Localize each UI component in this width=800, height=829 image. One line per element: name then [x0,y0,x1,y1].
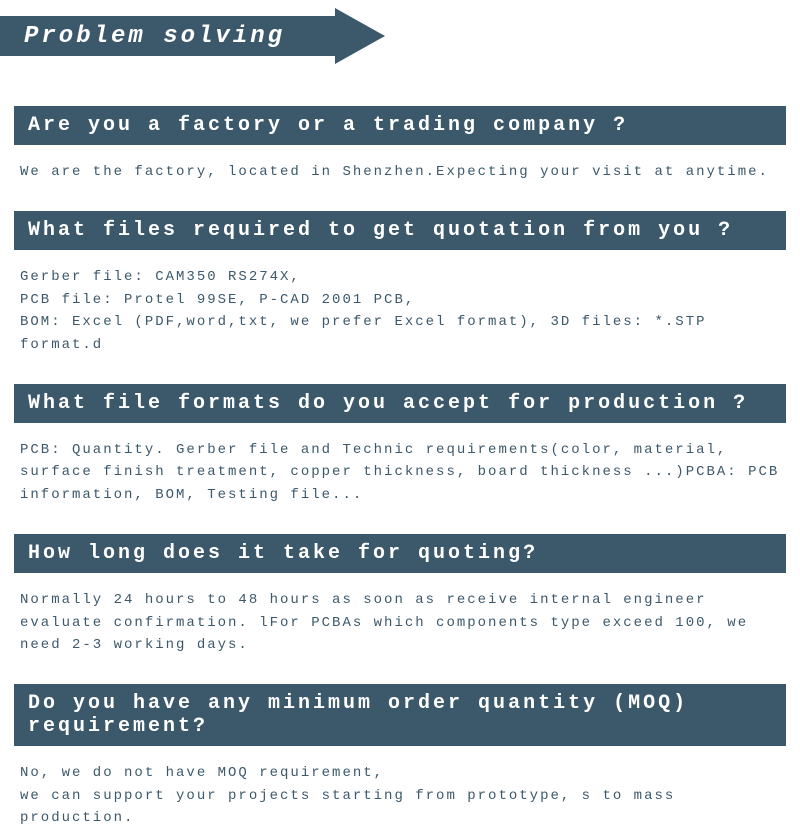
faq-question-text: How long does it take for quoting? [28,542,538,565]
header-arrow-point [335,8,385,64]
header-arrow: Problem solving [0,8,400,64]
header-arrow-body: Problem solving [0,16,335,56]
faq-question-text: Do you have any minimum order quantity (… [28,692,688,738]
faq-answer: Normally 24 hours to 48 hours as soon as… [14,573,786,656]
faq-content: Are you a factory or a trading company ?… [0,106,800,829]
faq-answer: PCB: Quantity. Gerber file and Technic r… [14,423,786,506]
faq-question: What file formats do you accept for prod… [14,384,786,423]
faq-question: Do you have any minimum order quantity (… [14,684,786,746]
faq-question-text: Are you a factory or a trading company ? [28,114,628,137]
faq-question-text: What files required to get quotation fro… [28,219,733,242]
faq-answer: Gerber file: CAM350 RS274X,PCB file: Pro… [14,250,786,356]
header-title: Problem solving [24,23,285,50]
faq-answer: We are the factory, located in Shenzhen.… [14,145,786,183]
faq-question: What files required to get quotation fro… [14,211,786,250]
faq-answer: No, we do not have MOQ requirement,we ca… [14,746,786,829]
faq-question-text: What file formats do you accept for prod… [28,392,748,415]
faq-question: Are you a factory or a trading company ? [14,106,786,145]
faq-question: How long does it take for quoting? [14,534,786,573]
